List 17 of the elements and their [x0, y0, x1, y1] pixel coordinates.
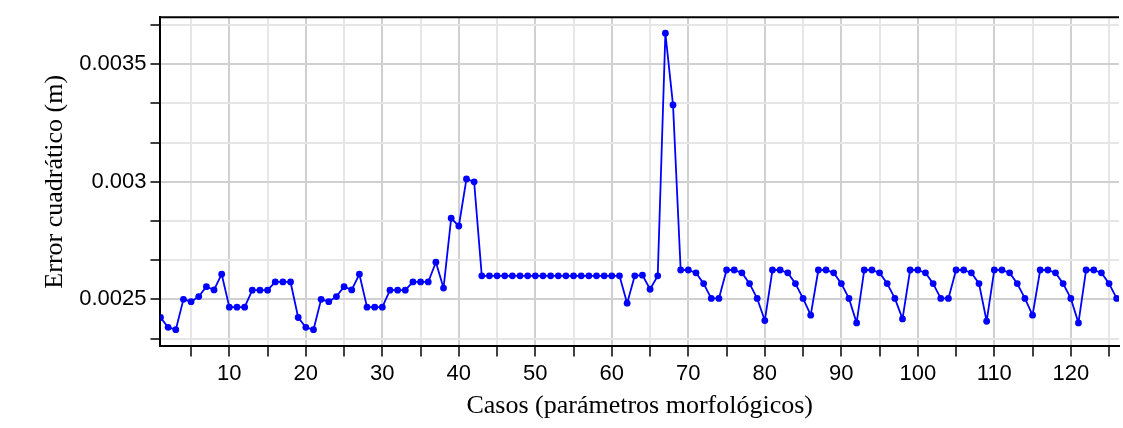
x-tick-label: 60	[599, 359, 625, 385]
x-tick-label: 50	[523, 359, 548, 385]
x-tick-label: 80	[752, 359, 778, 385]
x-tick-label: 20	[293, 359, 319, 385]
x-tick-label: 70	[676, 359, 701, 385]
x-axis-title: Casos (parámetros morfológicos)	[466, 390, 814, 420]
x-tick-label: 30	[370, 359, 395, 385]
y-tick-label: 0.0025	[79, 285, 147, 311]
x-tick-label: 90	[829, 359, 854, 385]
y-tick-label: 0.003	[91, 167, 147, 193]
y-tick-label: 0.0035	[79, 50, 147, 76]
x-tick-label: 40	[446, 359, 472, 385]
y-axis-title: Error cuadrático (m)	[39, 74, 69, 289]
x-tick-label: 120	[1052, 359, 1090, 385]
x-tick-label: 100	[899, 359, 937, 385]
x-tick-label: 110	[976, 359, 1012, 385]
x-tick-label: 10	[217, 359, 242, 385]
